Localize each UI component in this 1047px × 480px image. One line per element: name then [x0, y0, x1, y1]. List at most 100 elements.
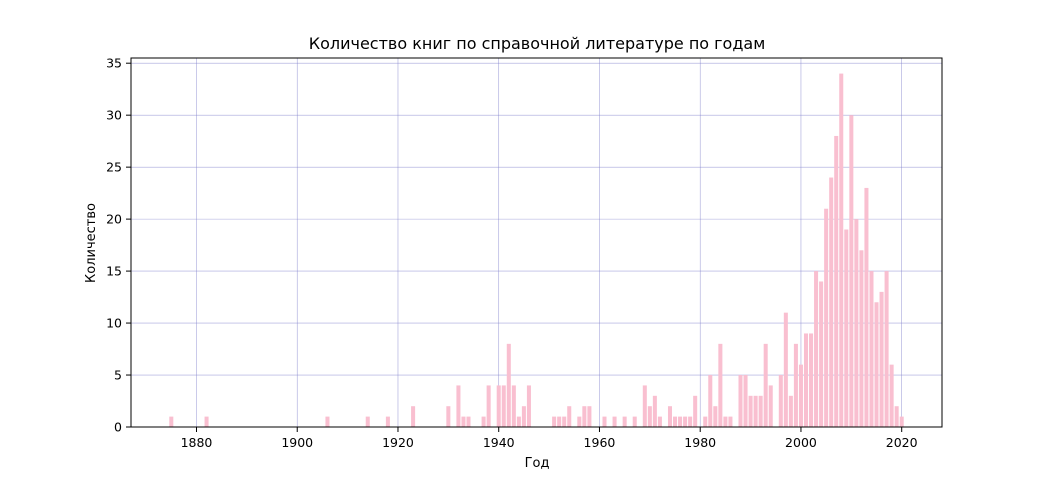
bar — [894, 406, 899, 427]
bar — [622, 416, 627, 427]
bar — [758, 395, 763, 427]
bar — [552, 416, 557, 427]
bar — [713, 406, 718, 427]
bar — [446, 406, 451, 427]
bar — [748, 395, 753, 427]
bar — [557, 416, 562, 427]
chart-title: Количество книг по справочной литературе… — [309, 34, 766, 53]
bar — [849, 115, 854, 428]
bar — [511, 385, 516, 427]
bar — [204, 416, 209, 427]
bar — [829, 177, 834, 427]
y-tick-label: 25 — [106, 160, 122, 175]
bar — [743, 375, 748, 427]
y-tick-label: 0 — [114, 420, 122, 435]
bar — [824, 208, 829, 427]
y-tick-label: 30 — [106, 108, 122, 123]
bar — [526, 385, 531, 427]
bar — [506, 343, 511, 427]
bar — [486, 385, 491, 427]
bar — [728, 416, 733, 427]
bar — [385, 416, 390, 427]
bar — [587, 406, 592, 427]
bar — [602, 416, 607, 427]
x-tick-label: 1980 — [684, 435, 716, 450]
bar — [723, 416, 728, 427]
bar — [763, 343, 768, 427]
bar — [703, 416, 708, 427]
y-tick-label: 5 — [114, 368, 122, 383]
bar — [819, 281, 824, 427]
bar — [169, 416, 174, 427]
bar — [753, 395, 758, 427]
bar — [667, 406, 673, 427]
bar — [683, 416, 688, 427]
bar — [496, 385, 501, 427]
y-axis-label: Количество — [84, 203, 99, 283]
bar — [481, 416, 486, 427]
bar — [612, 416, 617, 427]
x-axis: 1880 1900 1920 1940 1960 1980 2000 2020 — [181, 427, 918, 450]
bar — [869, 271, 874, 427]
y-tick-label: 35 — [106, 56, 122, 71]
bar — [814, 271, 819, 427]
bar — [647, 406, 652, 427]
bar — [516, 416, 521, 427]
x-tick-label: 1920 — [382, 435, 414, 450]
x-tick-label: 1960 — [584, 435, 616, 450]
bar — [879, 291, 884, 427]
bar — [854, 219, 859, 427]
bar — [456, 385, 461, 427]
bar — [788, 395, 793, 427]
bar — [642, 385, 647, 427]
bar — [567, 406, 572, 427]
bar — [708, 375, 713, 427]
bar — [839, 73, 844, 427]
x-tick-label: 1880 — [181, 435, 213, 450]
x-tick-label: 1940 — [483, 435, 515, 450]
bar — [632, 416, 637, 427]
y-tick-label: 15 — [106, 264, 122, 279]
bar — [325, 416, 330, 427]
y-tick-label: 20 — [106, 212, 122, 227]
bar — [657, 416, 662, 427]
bar — [768, 385, 773, 427]
bar — [582, 406, 587, 427]
bar — [844, 229, 849, 427]
bar — [688, 416, 693, 427]
bar — [864, 187, 869, 427]
bar — [652, 395, 657, 427]
bar — [809, 333, 814, 427]
bar — [718, 343, 723, 427]
bar — [365, 416, 370, 427]
bar — [884, 271, 889, 427]
bar — [693, 395, 698, 427]
bar — [501, 385, 506, 427]
bar — [899, 416, 904, 427]
bar — [889, 364, 894, 427]
x-tick-label: 2000 — [785, 435, 817, 450]
y-tick-label: 10 — [106, 316, 122, 331]
x-tick-label: 1900 — [281, 435, 313, 450]
bar — [577, 416, 582, 427]
bar — [859, 250, 864, 427]
bar — [673, 416, 678, 427]
bar — [738, 375, 743, 427]
bar — [783, 312, 788, 427]
bar — [521, 406, 526, 427]
bar — [834, 135, 839, 427]
x-tick-label: 2020 — [886, 435, 918, 450]
bar — [803, 333, 809, 427]
bar — [562, 416, 567, 427]
bar — [466, 416, 471, 427]
bar — [793, 343, 798, 427]
bar — [678, 416, 683, 427]
y-axis: 0 5 10 15 20 25 30 35 — [106, 56, 131, 435]
bar — [461, 416, 466, 427]
plot-frame — [130, 57, 943, 428]
bar — [798, 364, 803, 427]
bars — [169, 73, 904, 428]
bar — [778, 375, 783, 427]
x-axis-label: Год — [525, 456, 550, 471]
